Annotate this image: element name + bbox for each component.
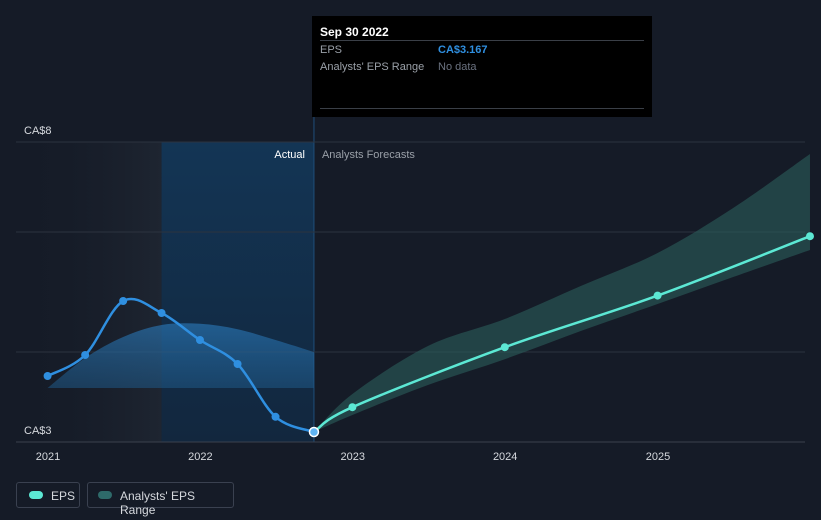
legend-item-eps[interactable]: EPS (16, 482, 80, 508)
eps-point (119, 297, 128, 305)
x-tick-label: 2025 (646, 451, 670, 463)
eps-point (233, 360, 242, 368)
actual-region-label: Actual (274, 149, 305, 161)
legend-eps-label: EPS (51, 489, 76, 503)
x-tick-label: 2024 (493, 451, 517, 463)
tooltip-row-range: Analysts' EPS Range No data (320, 58, 644, 76)
past-region (16, 142, 162, 442)
highlight-region (161, 142, 314, 442)
forecast-point (805, 232, 814, 241)
legend-range-swatch (98, 491, 112, 499)
tooltip-eps-label: EPS (320, 44, 343, 56)
eps-point (43, 372, 52, 380)
past-range-band (47, 323, 314, 388)
tooltip-date: Sep 30 2022 (320, 25, 389, 39)
tooltip-row-eps: EPS CA$3.167 (320, 40, 644, 59)
forecast-point (653, 291, 662, 300)
tooltip: Sep 30 2022 EPS CA$3.167 Analysts' EPS R… (312, 16, 652, 117)
tooltip-eps-value: CA$3.167 (438, 44, 488, 56)
eps-point (81, 351, 90, 359)
legend-eps-swatch (29, 491, 43, 499)
legend-item-range[interactable]: Analysts' EPS Range (87, 482, 234, 517)
tooltip-divider (320, 108, 644, 109)
x-tick-label: 2023 (341, 451, 365, 463)
forecast-range-band (313, 154, 810, 432)
eps-point (157, 309, 166, 317)
eps-line (46, 297, 315, 434)
tooltip-range-label: Analysts' EPS Range (320, 61, 425, 73)
tooltip-range-value: No data (438, 61, 477, 73)
y-tick-label-top: CA$8 (24, 125, 52, 137)
x-tick-label: 2021 (36, 451, 60, 463)
forecast-region-label: Analysts Forecasts (322, 149, 415, 161)
x-tick-label: 2022 (188, 451, 212, 463)
forecast-point (348, 403, 357, 412)
eps-point (271, 412, 280, 421)
legend-range-label: Analysts' EPS Range (120, 489, 195, 517)
eps-point (308, 426, 320, 438)
eps-point (195, 336, 204, 344)
y-tick-label-bottom: CA$3 (24, 425, 52, 437)
forecast-point (500, 343, 509, 352)
